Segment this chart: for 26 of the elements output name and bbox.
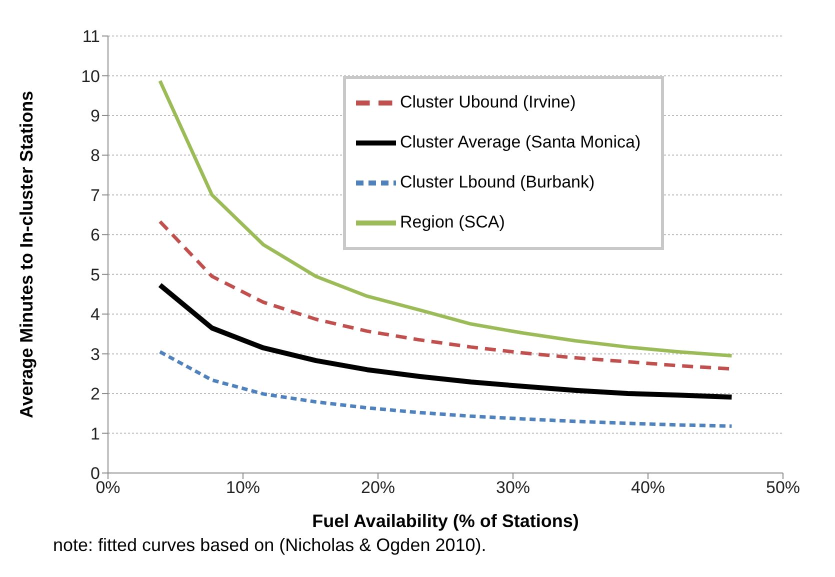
y-tick-label: 2 bbox=[90, 384, 100, 404]
y-tick-label: 7 bbox=[90, 186, 100, 205]
y-tick-label: 3 bbox=[90, 344, 100, 364]
legend-label: Cluster Lbound (Burbank) bbox=[400, 172, 595, 192]
x-tick-label: 50% bbox=[766, 478, 800, 498]
x-axis-title: Fuel Availability (% of Stations) bbox=[312, 511, 579, 531]
line-series bbox=[158, 79, 734, 358]
y-tick-label: 8 bbox=[90, 146, 100, 166]
y-tick-label: 6 bbox=[90, 226, 100, 245]
x-tick-label: 0% bbox=[96, 478, 120, 498]
y-tick-label: 5 bbox=[90, 265, 100, 284]
line-series bbox=[158, 350, 734, 428]
x-tick-label: 30% bbox=[496, 478, 530, 498]
y-tick-label: 4 bbox=[90, 305, 100, 324]
x-tick-label: 10% bbox=[226, 478, 260, 498]
legend-label: Region (SCA) bbox=[400, 212, 505, 232]
x-tick-label: 40% bbox=[630, 478, 666, 498]
text: note: fitted curves based on (Nicholas & Ogden 2010). bbox=[53, 535, 488, 556]
legend-label: Cluster Ubound (Irvine) bbox=[400, 92, 576, 112]
y-tick-label: 9 bbox=[90, 106, 100, 126]
x-tick-label: 20% bbox=[360, 478, 396, 498]
y-tick-label: 11 bbox=[82, 27, 100, 46]
legend-label: Cluster Average (Santa Monica) bbox=[400, 132, 641, 152]
y-tick-label: 10 bbox=[81, 66, 100, 86]
y-axis-title: Average Minutes to In-cluster Stations bbox=[16, 90, 36, 418]
y-tick-label: 1 bbox=[90, 424, 100, 444]
